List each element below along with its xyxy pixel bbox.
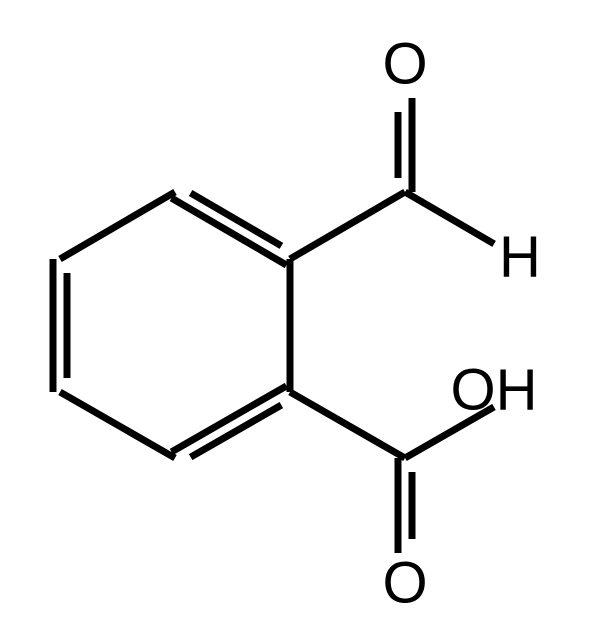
bond-line <box>405 192 494 244</box>
chemical-structure-diagram: OHOHO <box>0 0 596 640</box>
bond-line <box>171 198 286 265</box>
atom-label-ald_h: H <box>499 224 541 289</box>
atom-label-ald_o: O <box>382 31 427 96</box>
atom-label-acid_oh: OH <box>451 357 538 422</box>
bond-line <box>60 192 175 259</box>
bond-line <box>290 192 405 259</box>
bond-line <box>172 386 287 452</box>
bond-line <box>290 392 405 458</box>
atom-label-acid_o: O <box>382 550 427 615</box>
bond-line <box>60 392 175 458</box>
